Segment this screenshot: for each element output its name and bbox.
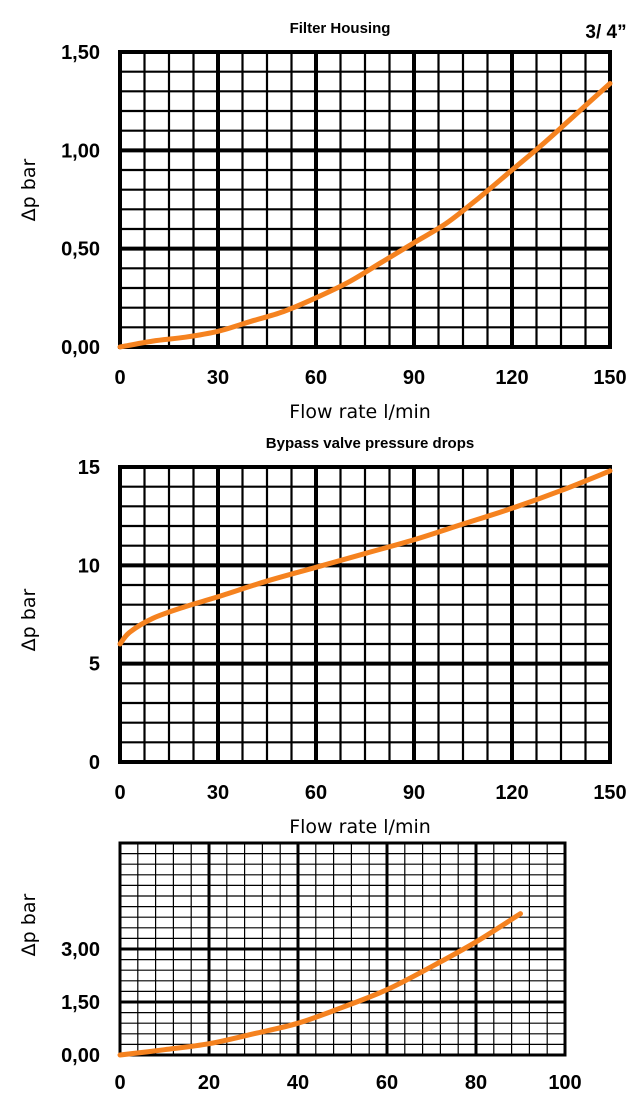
plot-frame — [118, 50, 612, 349]
chart-3: 0 20 40 60 80 100 0,00 1,50 3,00 Δp bar — [18, 841, 582, 1094]
x-tick-label: 0 — [114, 782, 125, 804]
y-tick-label: 0,50 — [61, 239, 100, 261]
y-tick-label: 1,00 — [61, 140, 100, 162]
y-tick-label: 0,00 — [61, 337, 100, 359]
x-tick-label: 90 — [403, 782, 425, 804]
grid — [118, 841, 567, 1057]
y-tick-label: 1,50 — [61, 42, 100, 64]
x-tick-label: 120 — [495, 367, 528, 389]
y-tick-label: 3,00 — [61, 939, 100, 961]
x-tick-label: 120 — [495, 782, 528, 804]
y-axis-label: Δp bar — [18, 159, 40, 222]
x-tick-label: 60 — [376, 1072, 398, 1094]
x-tick-label: 90 — [403, 367, 425, 389]
x-axis-label: Flow rate l/min — [289, 816, 431, 838]
x-tick-label: 30 — [207, 782, 229, 804]
series-line — [117, 468, 613, 647]
x-tick-label: 100 — [548, 1072, 581, 1094]
y-tick-label: 10 — [78, 555, 100, 577]
series-line — [117, 911, 523, 1058]
x-tick-label: 60 — [305, 782, 327, 804]
x-tick-label: 150 — [593, 782, 626, 804]
x-tick-label: 0 — [114, 1072, 125, 1094]
x-axis-label: Flow rate l/min — [289, 401, 431, 423]
chart-title: Bypass valve pressure drops — [266, 435, 474, 452]
y-tick-label: 5 — [89, 654, 100, 676]
grid — [118, 50, 612, 349]
plot-frame — [118, 841, 567, 1057]
size-label: 3/ 4” — [585, 22, 626, 43]
grid — [118, 465, 612, 764]
y-axis-label: Δp bar — [18, 894, 40, 957]
series-line — [117, 80, 613, 350]
y-tick-label: 15 — [78, 457, 100, 479]
x-tick-label: 80 — [465, 1072, 487, 1094]
x-tick-label: 150 — [593, 367, 626, 389]
y-tick-label: 0,00 — [61, 1045, 100, 1067]
y-tick-label: 0 — [89, 752, 100, 774]
chart-title: Filter Housing — [290, 20, 391, 37]
chart-1: 0 30 60 90 120 150 0,00 0,50 1,00 1,50 Filter Hous… — [18, 20, 627, 423]
chart-2: 0 30 60 90 120 150 0 5 10 15 Bypass valve pressure… — [18, 435, 627, 838]
x-tick-label: 0 — [114, 367, 125, 389]
x-tick-label: 20 — [198, 1072, 220, 1094]
x-tick-label: 30 — [207, 367, 229, 389]
plot-frame — [118, 465, 612, 764]
y-tick-label: 1,50 — [61, 992, 100, 1014]
x-tick-label: 60 — [305, 367, 327, 389]
y-axis-label: Δp bar — [18, 589, 40, 652]
x-tick-label: 40 — [287, 1072, 309, 1094]
